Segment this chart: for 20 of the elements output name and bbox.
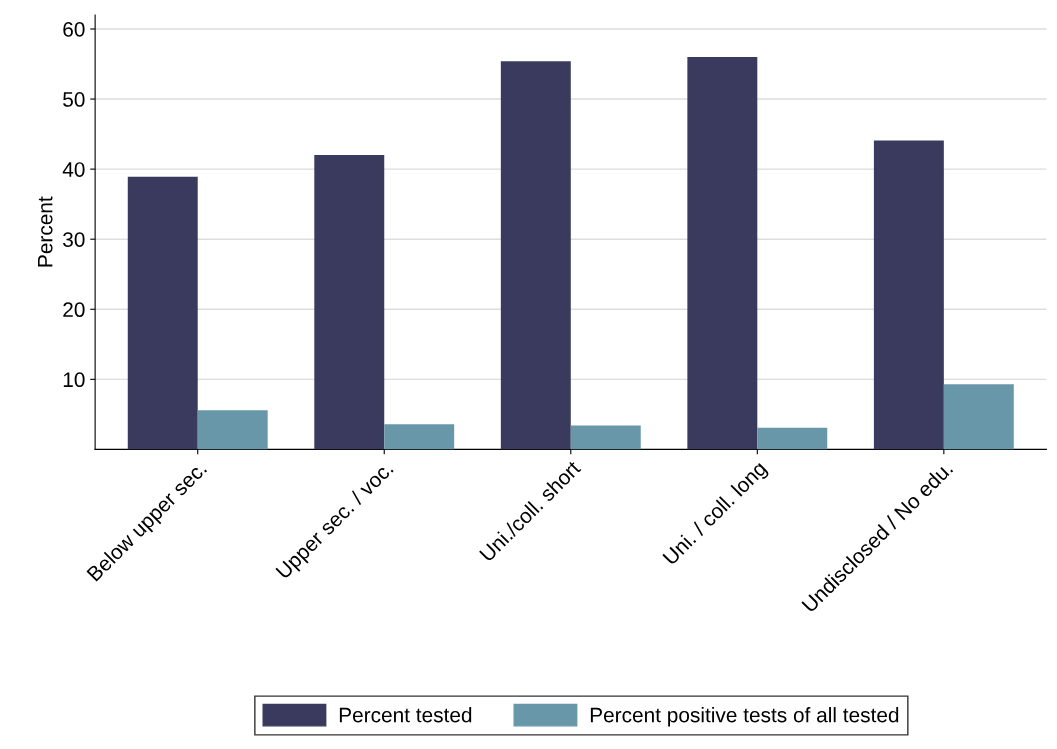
bar (687, 57, 758, 450)
bar (127, 176, 198, 450)
x-tick-label: Uni. / coll. long (661, 460, 771, 569)
bar (570, 425, 641, 450)
y-tick-label: 10 (63, 372, 85, 388)
bar (500, 61, 571, 450)
bar (314, 155, 385, 450)
bar (873, 140, 944, 450)
y-tick-label: 50 (63, 92, 85, 107)
bar (197, 410, 268, 450)
y-tick-label: 60 (63, 21, 85, 37)
y-tick-label: 30 (63, 232, 85, 247)
legend-label: Percent positive tests of all tested (590, 707, 899, 727)
y-tick-label: 20 (63, 302, 85, 318)
bar (943, 384, 1014, 450)
bar (757, 427, 828, 450)
y-tick-label: 40 (62, 162, 85, 177)
y-axis-title: Percent (38, 196, 53, 267)
legend-label: Percent tested (339, 707, 472, 723)
bar (384, 424, 455, 450)
